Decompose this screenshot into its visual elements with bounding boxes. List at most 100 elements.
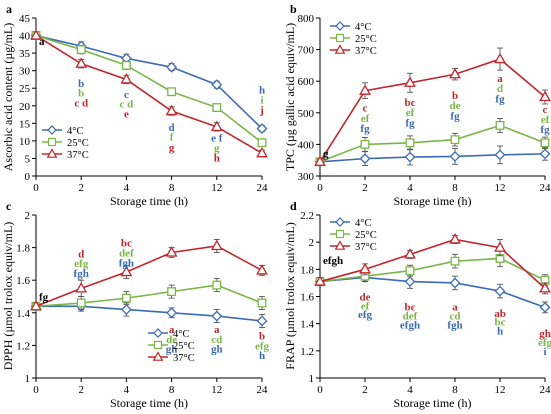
significance-label: a	[214, 324, 220, 336]
data-point	[449, 150, 461, 162]
data-point	[494, 241, 506, 252]
significance-label: h	[259, 85, 265, 97]
significance-label: cd	[211, 334, 222, 346]
significance-label: ef	[406, 107, 415, 119]
significance-label: c	[363, 103, 368, 115]
significance-label: fg	[540, 124, 550, 136]
data-point	[449, 233, 461, 244]
data-point	[495, 120, 505, 130]
data-point	[256, 264, 268, 275]
significance-label: fgh	[74, 268, 89, 280]
y-tick-label: 5	[25, 153, 31, 165]
data-point	[450, 135, 460, 145]
data-point	[30, 29, 42, 40]
significance-label: a	[497, 73, 503, 85]
x-tick-label: 0	[317, 182, 323, 194]
significance-label: efg	[74, 258, 89, 270]
significance-label: def	[403, 311, 418, 323]
significance-label: efgh	[323, 255, 343, 267]
series-line	[319, 153, 546, 163]
panel-letter: c	[6, 199, 12, 213]
y-tick-label: 1	[309, 373, 315, 385]
x-tick-label: 4	[407, 384, 413, 396]
data-point	[256, 315, 268, 327]
series-37°C	[30, 29, 268, 158]
series-line	[319, 124, 546, 163]
data-point	[359, 263, 371, 274]
legend-marker	[335, 33, 345, 43]
significance-label: de	[450, 100, 461, 112]
significance-label: b	[259, 331, 265, 343]
significance-label: b	[452, 90, 458, 102]
y-tick-label: 45	[19, 13, 31, 25]
significance-label: b	[78, 78, 84, 90]
series-line	[35, 34, 263, 154]
significance-label: gh	[211, 344, 223, 356]
x-tick-label: 2	[78, 182, 84, 194]
y-tick-label: 500	[298, 108, 315, 120]
significance-label: fg	[450, 110, 460, 122]
significance-label: def	[119, 247, 134, 259]
series-25°C	[315, 118, 550, 167]
y-tick-label: 2.2	[300, 210, 314, 222]
y-tick-label: 300	[298, 171, 315, 183]
series-line	[319, 276, 546, 309]
x-tick-label: 12	[211, 182, 222, 194]
legend-marker	[47, 125, 57, 135]
data-point	[256, 146, 268, 158]
significance-label: ef	[361, 300, 370, 312]
y-tick-label: 35	[19, 48, 31, 60]
x-tick-label: 8	[169, 384, 175, 396]
data-point	[256, 123, 268, 135]
significance-label: e f	[211, 132, 223, 144]
series-line	[36, 305, 263, 322]
legend-label: 37°C	[355, 46, 377, 57]
data-point	[257, 138, 267, 148]
data-point	[405, 138, 415, 148]
significance-label: gh	[539, 328, 551, 340]
data-point	[167, 287, 177, 297]
data-point	[539, 301, 551, 313]
significance-label: ab	[494, 308, 506, 320]
data-point	[210, 120, 223, 131]
data-point	[75, 57, 88, 68]
panel-letter: a	[6, 2, 12, 16]
data-point	[359, 153, 371, 165]
data-point	[404, 276, 416, 287]
legend: 4°C25°C37°C	[42, 125, 89, 161]
legend-label: 25°C	[355, 34, 377, 45]
data-point	[120, 265, 133, 277]
data-point	[494, 285, 506, 297]
series-line	[319, 257, 546, 283]
y-tick-label: 400	[298, 139, 315, 151]
y-tick-label: 600	[298, 76, 315, 88]
y-axis-title: DPPH (µmol trolox equiv/mL)	[1, 222, 15, 371]
legend-label: 4°C	[355, 22, 371, 33]
legend: 4°C25°C37°C	[148, 328, 195, 364]
x-tick-label: 8	[452, 182, 458, 194]
legend-label: 37°C	[355, 242, 377, 253]
legend-label: 25°C	[173, 341, 195, 352]
series-37°C	[30, 238, 268, 311]
significance-label: d	[497, 83, 503, 95]
y-tick-label: 2	[25, 210, 31, 222]
significance-label: h	[214, 152, 220, 164]
significance-label: j	[259, 104, 264, 116]
y-tick-label: 1.2	[16, 340, 30, 352]
x-tick-label: 24	[540, 384, 551, 396]
significance-label: i	[543, 346, 546, 358]
significance-label: c	[124, 89, 129, 101]
significance-label: g	[214, 143, 220, 155]
legend-label: 37°C	[67, 150, 89, 161]
data-point	[210, 239, 223, 251]
series-line	[35, 34, 263, 144]
significance-label: fgh	[447, 319, 462, 331]
data-point	[165, 104, 178, 116]
y-tick-label: 700	[298, 45, 315, 57]
data-point	[211, 79, 223, 91]
y-tick-label: 25	[19, 83, 31, 95]
data-point	[30, 299, 42, 311]
data-point	[540, 138, 550, 148]
data-point	[359, 84, 371, 95]
